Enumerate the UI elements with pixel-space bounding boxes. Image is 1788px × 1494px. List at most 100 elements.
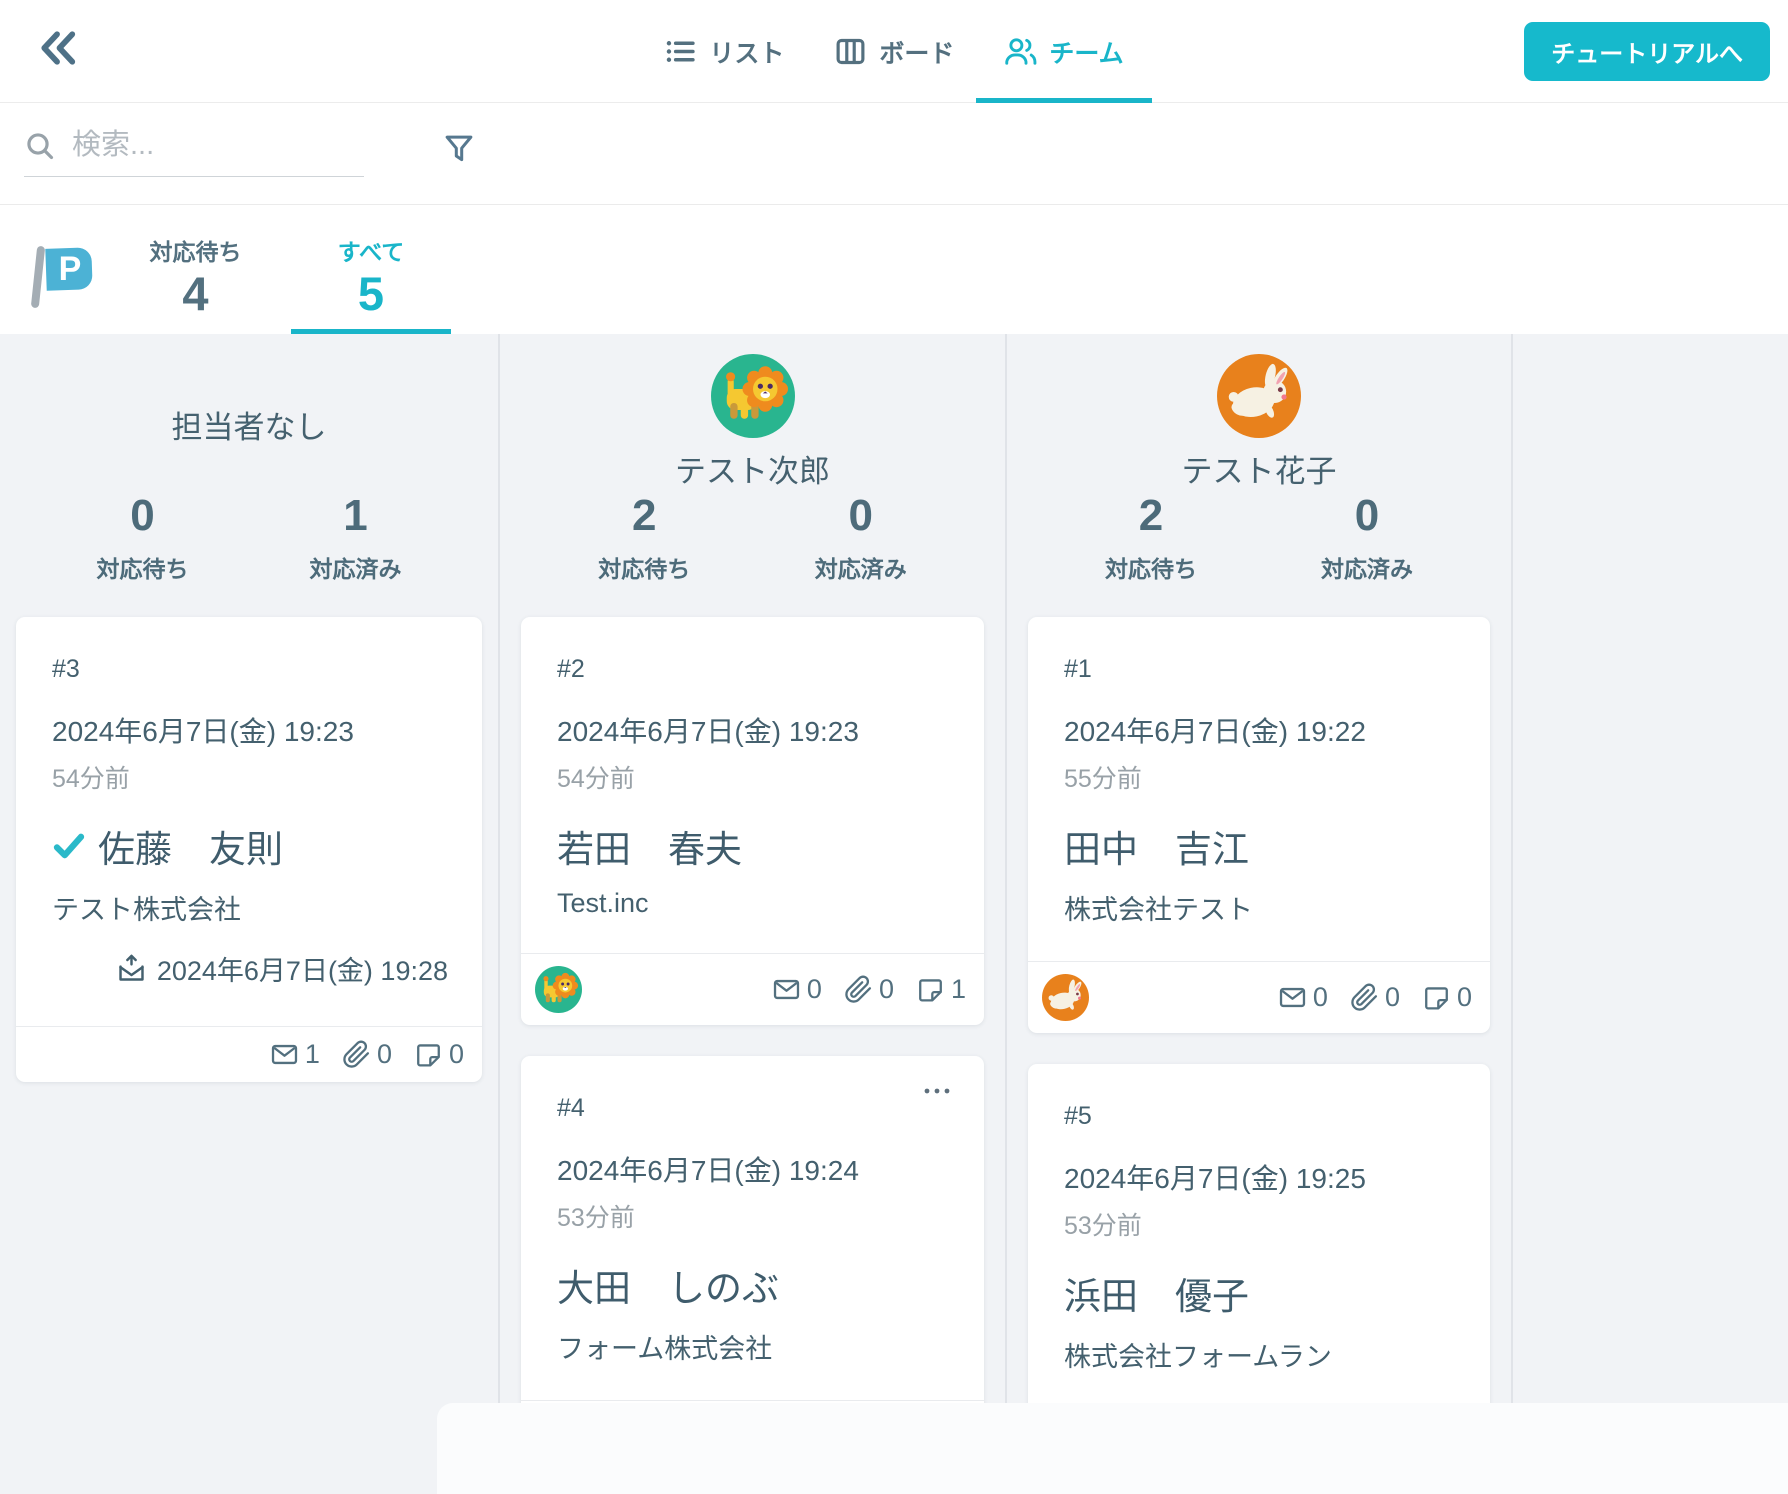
note-count: 0 xyxy=(1422,982,1472,1013)
search-row xyxy=(0,103,1788,205)
status-tab-all-count: 5 xyxy=(357,267,385,320)
board-bottom-scroll-area[interactable] xyxy=(437,1403,1788,1494)
search-icon xyxy=(24,130,56,162)
status-tab-waiting-count: 4 xyxy=(182,267,209,320)
card-contact-name-row: 浜田 優子 xyxy=(1064,1266,1456,1320)
column-test-jiro: テスト次郎 2 対応待ち 0 対応済み #2 2024年6月7日(金) 19:2… xyxy=(500,334,1007,1494)
column-unassigned: 担当者なし 0 対応待ち 1 対応済み #3 2024年6月7日(金) 19:2… xyxy=(0,334,500,1494)
card-time-ago: 55分前 xyxy=(1064,765,1142,793)
assignee-lion-avatar xyxy=(535,966,582,1013)
status-tab-waiting[interactable]: 対応待ち 4 xyxy=(128,205,263,334)
tab-list-label: リスト xyxy=(709,39,785,68)
stat-done-label: 対応済み xyxy=(814,556,907,582)
search-input[interactable] xyxy=(72,129,364,162)
stat-waiting-label: 対応待ち xyxy=(96,556,189,582)
card-contact-name: 田中 吉江 xyxy=(1064,829,1249,870)
check-icon xyxy=(52,829,86,863)
stat-waiting: 0 対応待ち xyxy=(36,494,249,584)
card-datetime: 2024年6月7日(金) 19:23 xyxy=(52,716,354,747)
mail-icon xyxy=(772,975,801,1004)
stat-done: 1 対応済み xyxy=(249,494,462,584)
card-company: フォーム株式会社 xyxy=(557,1334,773,1364)
card-footer: 0 0 1 xyxy=(521,953,984,1025)
tab-team[interactable]: チーム xyxy=(976,0,1152,103)
column-header: テスト次郎 2 対応待ち 0 対応済み xyxy=(500,334,1005,617)
tab-list[interactable]: リスト xyxy=(664,0,784,103)
mail-icon xyxy=(1278,983,1307,1012)
team-icon xyxy=(1004,35,1037,68)
card-contact-name-row: 佐藤 友則 xyxy=(52,819,448,873)
stat-done: 0 対応済み xyxy=(1259,494,1475,584)
search-box[interactable] xyxy=(24,129,364,177)
mail-icon xyxy=(270,1040,299,1069)
stat-done-count: 0 xyxy=(848,491,873,540)
mail-count: 0 xyxy=(772,974,822,1005)
list-icon xyxy=(664,35,697,68)
stat-waiting-count: 2 xyxy=(632,491,657,540)
status-tab-all[interactable]: すべて 5 xyxy=(291,205,451,334)
card-id: #4 xyxy=(557,1094,585,1122)
column-name: テスト花子 xyxy=(1181,454,1337,489)
attachment-count: 0 xyxy=(1350,982,1400,1013)
board-empty-area xyxy=(1513,334,1788,1494)
tutorial-button[interactable]: チュートリアルへ xyxy=(1524,22,1770,81)
stat-waiting-label: 対応待ち xyxy=(1105,556,1197,582)
tab-board[interactable]: ボード xyxy=(834,0,954,103)
status-tab-all-label: すべて xyxy=(337,239,405,265)
card-id: #3 xyxy=(52,655,80,683)
card-contact-name: 浜田 優子 xyxy=(1064,1276,1249,1317)
form-flag-logo xyxy=(22,238,102,320)
note-count: 1 xyxy=(916,974,966,1005)
card-contact-name-row: 大田 しのぶ xyxy=(557,1258,950,1312)
card-datetime: 2024年6月7日(金) 19:23 xyxy=(557,716,859,747)
column-header: 担当者なし 0 対応待ち 1 対応済み xyxy=(0,334,498,617)
card-company: Test.inc xyxy=(557,888,649,918)
top-bar: リスト ボード チーム チュートリアルへ xyxy=(0,0,1788,103)
column-header: テスト花子 2 対応待ち 0 対応済み xyxy=(1007,334,1511,617)
mail-count: 0 xyxy=(1278,982,1328,1013)
lion-avatar xyxy=(710,354,795,438)
column-name: テスト次郎 xyxy=(675,454,830,489)
card-time-ago: 53分前 xyxy=(1064,1212,1142,1240)
attachment-count: 0 xyxy=(844,974,894,1005)
stat-waiting: 2 対応待ち xyxy=(1043,494,1259,584)
card-company: 株式会社テスト xyxy=(1064,895,1253,925)
card-company: テスト株式会社 xyxy=(52,895,241,925)
meatball-menu-icon xyxy=(922,1081,956,1101)
card[interactable]: #2 2024年6月7日(金) 19:23 54分前 若田 春夫 Test.in… xyxy=(521,617,984,1025)
card-scheduled-send: 2024年6月7日(金) 19:28 xyxy=(52,949,448,992)
stat-done-count: 0 xyxy=(1354,491,1380,540)
stat-done-count: 1 xyxy=(343,491,368,540)
assignee-rabbit-avatar xyxy=(1042,974,1089,1021)
card-company: 株式会社フォームラン xyxy=(1064,1342,1332,1372)
note-icon xyxy=(1422,983,1451,1012)
card-datetime: 2024年6月7日(金) 19:24 xyxy=(557,1155,859,1186)
note-icon xyxy=(916,975,945,1004)
card-id: #2 xyxy=(557,655,585,683)
stat-done: 0 対応済み xyxy=(753,494,970,584)
card-contact-name: 若田 春夫 xyxy=(557,829,742,870)
paperclip-icon xyxy=(342,1040,371,1069)
card[interactable]: #1 2024年6月7日(金) 19:22 55分前 田中 吉江 株式会社テスト xyxy=(1028,617,1490,1033)
funnel-icon xyxy=(440,130,480,168)
card-time-ago: 53分前 xyxy=(557,1204,635,1232)
tab-team-label: チーム xyxy=(1049,39,1124,68)
card-footer: 1 0 0 xyxy=(16,1026,482,1082)
stat-waiting-count: 2 xyxy=(1138,491,1164,540)
card-footer: 0 0 0 xyxy=(1028,961,1490,1033)
view-tabs: リスト ボード チーム xyxy=(0,0,1788,103)
status-tab-waiting-label: 対応待ち xyxy=(149,239,242,265)
note-count: 0 xyxy=(414,1039,464,1070)
mail-count: 1 xyxy=(270,1039,320,1070)
filter-button[interactable] xyxy=(438,127,482,171)
stat-waiting: 2 対応待ち xyxy=(536,494,753,584)
rabbit-avatar xyxy=(1217,354,1301,438)
send-scheduled-icon xyxy=(116,953,147,984)
card[interactable]: #3 2024年6月7日(金) 19:23 54分前 佐藤 友則 テスト株式会社… xyxy=(16,617,482,1082)
card-menu-button[interactable] xyxy=(922,1080,956,1102)
card-id: #5 xyxy=(1064,1102,1092,1130)
attachment-count: 0 xyxy=(342,1039,392,1070)
paperclip-icon xyxy=(844,975,873,1004)
column-stats: 0 対応待ち 1 対応済み xyxy=(36,494,462,584)
status-tab-strip: 対応待ち 4 すべて 5 xyxy=(0,205,1788,334)
